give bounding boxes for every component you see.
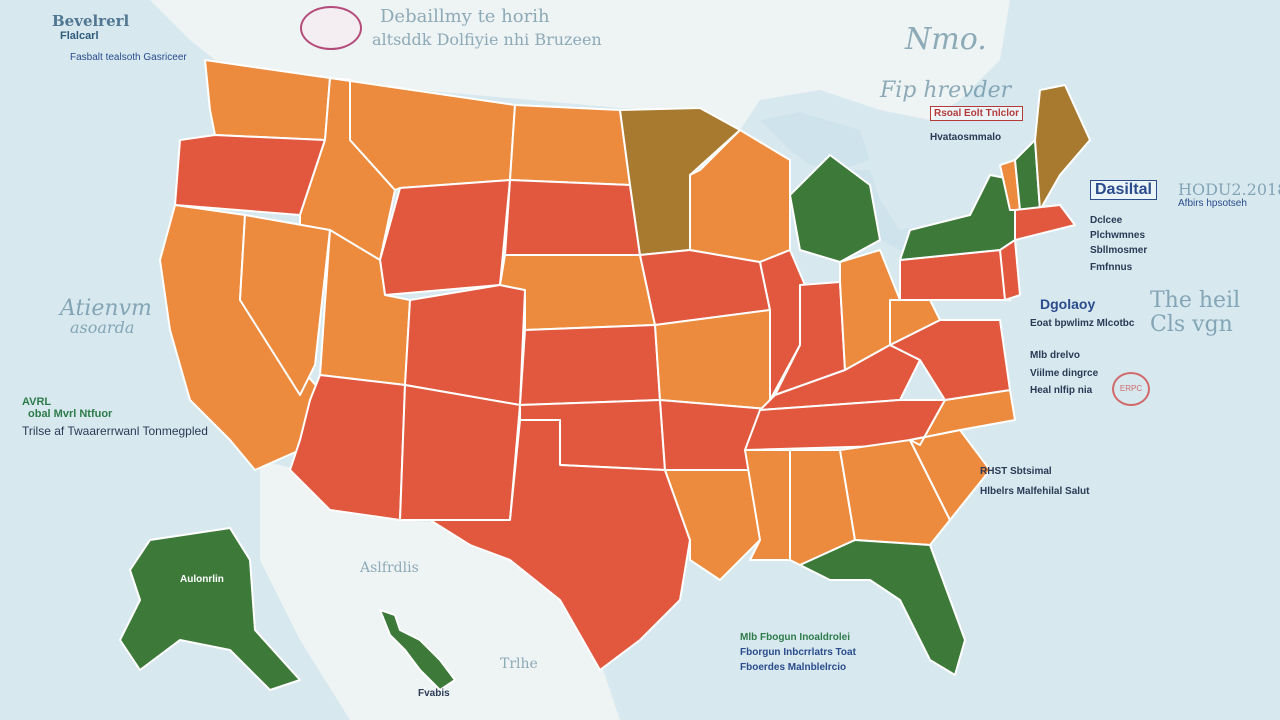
left-legend-title: obal Mvrl Ntfuor <box>28 408 113 420</box>
state-nv[interactable] <box>239 214 331 396</box>
right-list-item-2: Sbllmosmer <box>1090 245 1148 256</box>
header-script-right: Nmo. <box>905 22 987 57</box>
state-co[interactable] <box>404 284 526 406</box>
header-subtitle-center: altsddk Dolfiyie nhi Bruzeen <box>372 30 602 49</box>
group-item-0: Eoat bpwlimz Mlcotbc <box>1030 318 1135 329</box>
hospital-code: HODU2.2018 <box>1178 180 1280 199</box>
state-hi[interactable] <box>379 609 456 691</box>
mexico-label: Trlhe <box>500 656 538 672</box>
group-title: Dgolaoy <box>1040 296 1096 312</box>
state-ks[interactable] <box>519 324 661 406</box>
left-script-2: asoarda <box>70 318 135 337</box>
header-script-right-2: Fip hrevder <box>880 78 1012 103</box>
right-list-item-0: Dclcee <box>1090 215 1123 226</box>
state-or[interactable] <box>174 134 326 216</box>
emblem-icon <box>300 6 362 50</box>
right-list-item-3: Fmfnnus <box>1090 262 1133 273</box>
right-box-1: Rsoal Eolt Tnlclor <box>930 106 1024 121</box>
state-ma[interactable] <box>1014 204 1076 241</box>
left-code: AVRL <box>22 396 52 408</box>
south-label-2: Hlbelrs Malfehilal Salut <box>980 486 1090 497</box>
group-item-3: Heal nlfip nia <box>1030 385 1093 396</box>
south-label-1: RHST Sbtsimal <box>980 466 1052 477</box>
hospital-subtitle: Afbirs hpsotseh <box>1178 198 1247 209</box>
right-box-1-text: Rsoal Eolt Tnlclor <box>930 106 1024 121</box>
state-nd[interactable] <box>509 104 631 186</box>
group-item-2: Viilme dingrce <box>1030 368 1099 379</box>
right-script: The heil <box>1150 288 1241 313</box>
state-ak[interactable] <box>119 527 301 691</box>
gulf-label-1: Mlb Fbogun Inoaldrolei <box>740 632 850 643</box>
alaska-label: Aulonrlin <box>180 574 224 585</box>
state-ms[interactable] <box>744 449 791 561</box>
hawaii-label: Fvabis <box>418 688 450 699</box>
group-item-1: Mlb drelvo <box>1030 350 1081 361</box>
gulf-label-3: Fboerdes Malnblelrcio <box>740 662 847 673</box>
header-title-left: Bevelrerl <box>52 12 130 30</box>
state-nj[interactable] <box>999 239 1021 301</box>
stamp-seal: ERPC <box>1112 372 1150 406</box>
state-il[interactable] <box>759 249 806 401</box>
state-fl[interactable] <box>799 539 966 676</box>
right-script-2: Cls vgn <box>1150 312 1233 337</box>
header-tagline-left: Fasbalt tealsoth Gasriceer <box>70 52 187 63</box>
state-sd[interactable] <box>504 179 641 256</box>
header-subtitle-left: Flalcarl <box>60 30 99 42</box>
alaska-note: Aslfrdlis <box>360 560 419 576</box>
left-script-1: Atienvm <box>60 296 152 321</box>
right-box-2: Hvataosmmalo <box>930 132 1002 143</box>
right-list-item-1: Plchwmnes <box>1090 230 1146 241</box>
state-nm[interactable] <box>399 384 521 521</box>
state-tx[interactable] <box>429 419 691 671</box>
gulf-label-2: Fborgun Inbcrrlatrs Toat <box>740 647 856 658</box>
states-layer <box>119 59 1091 691</box>
canada-landmass <box>150 0 1010 130</box>
state-wy[interactable] <box>379 179 511 296</box>
header-title-center: Debaillmy te horih <box>380 6 550 27</box>
state-mo[interactable] <box>654 309 781 411</box>
hospital-title: Dasiltal <box>1090 180 1157 200</box>
left-legend-line: Trilse af Twaarerrwanl Tonmegpled <box>22 424 208 438</box>
mexico-landmass <box>260 460 620 720</box>
state-mi[interactable] <box>789 154 881 263</box>
